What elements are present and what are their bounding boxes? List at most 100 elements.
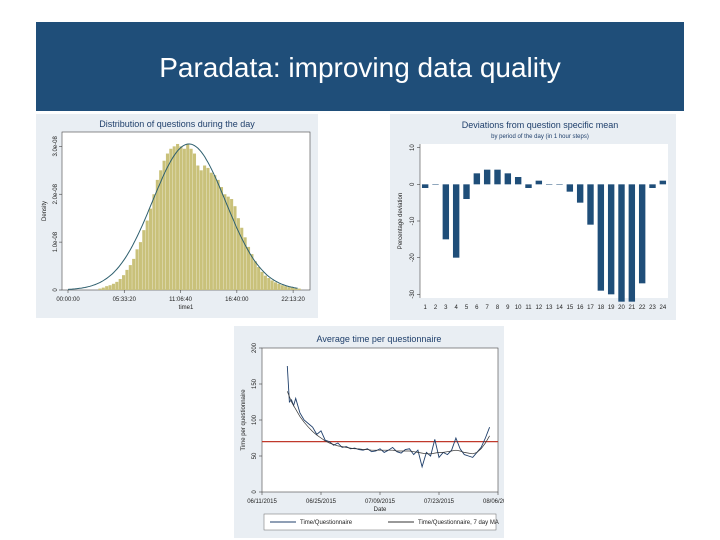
deviation-bar (597, 184, 605, 291)
x-tick-label: 06/25/2015 (306, 499, 337, 505)
deviation-bar (618, 184, 625, 302)
x-tick-label: 2 (434, 305, 438, 311)
x-tick-label: 15 (566, 305, 573, 311)
chart-panel-deviations: Deviations from question specific mean by… (390, 114, 676, 320)
x-tick-label: 6 (475, 305, 479, 311)
normal-density-curve (67, 143, 298, 290)
x-tick-label: 06/11/2015 (247, 499, 277, 505)
chart-panel-distribution: Distribution of questions during the day… (36, 114, 318, 318)
x-axis-label: Date (374, 507, 387, 513)
histogram-bar (263, 275, 267, 290)
y-tick-label: 0 (53, 288, 59, 292)
deviation-bar (463, 184, 470, 199)
histogram-bar (196, 165, 200, 290)
x-tick-label: 07/23/2015 (424, 499, 455, 505)
histogram-bar (284, 286, 288, 290)
x-tick-label: 7 (485, 305, 489, 311)
chart-title: Average time per questionnaire (317, 334, 442, 344)
x-tick-label: 12 (535, 305, 542, 311)
histogram-bar (101, 287, 105, 290)
x-tick-label: 16:40:00 (225, 297, 249, 303)
deviation-bar (452, 184, 460, 258)
histogram-bar (290, 287, 294, 290)
deviation-bar (432, 184, 439, 185)
histogram-bar (216, 179, 220, 290)
x-tick-label: 16 (577, 305, 584, 311)
histogram-bar (182, 148, 186, 290)
x-tick-label: 11 (525, 305, 532, 311)
y-axis-label: Density (42, 201, 48, 221)
chart-title: Distribution of questions during the day (99, 119, 255, 129)
histogram-bar (115, 281, 119, 290)
histogram-bar (223, 194, 227, 290)
deviation-bar (494, 169, 501, 185)
histogram-bar (165, 153, 170, 290)
histogram-bar (250, 254, 254, 290)
x-tick-label: 07/09/2015 (365, 499, 396, 505)
x-tick-label: 4 (454, 305, 458, 311)
x-tick-label: 20 (618, 305, 625, 311)
slide-title: Paradata: improving data quality (159, 52, 561, 83)
y-tick-label: -10 (410, 216, 416, 225)
histogram-bar (226, 196, 230, 290)
histogram-bar (240, 227, 244, 290)
deviation-bar (659, 180, 667, 185)
x-tick-label: 22:13:20 (281, 297, 305, 303)
deviation-bar (607, 184, 615, 295)
histogram-bar (135, 249, 139, 290)
legend-label: Time/Questionnaire, 7 day MA (418, 520, 499, 526)
deviation-bar (473, 173, 481, 185)
histogram-bar (108, 285, 112, 290)
average-time-line-chart: Average time per questionnaire 0 50 100 150 2… (241, 334, 504, 531)
histogram-bar (186, 143, 190, 290)
histogram-bar (149, 208, 153, 290)
histogram-bar (253, 261, 257, 290)
histogram-bar (233, 206, 237, 290)
histogram-chart: Distribution of questions during the day… (42, 119, 311, 311)
deviation-bar (628, 184, 636, 302)
y-tick-label: -30 (410, 289, 416, 298)
histogram-bar (125, 269, 129, 290)
y-tick-label: 3.0e-08 (53, 136, 59, 157)
plot-area (61, 131, 311, 291)
y-tick-label: 50 (252, 452, 258, 459)
y-tick-label: 10 (410, 144, 416, 151)
y-axis-label: Time per questionnaire (241, 389, 247, 451)
legend-label: Time/Questionnaire (300, 520, 353, 526)
x-tick-label: 1 (423, 305, 427, 311)
x-tick-label: 13 (546, 305, 553, 311)
histogram-bar (273, 282, 278, 290)
histogram-bar (203, 165, 207, 290)
histogram-bar (142, 230, 146, 290)
x-tick-label: 11:06:40 (169, 297, 193, 303)
histogram-bar (267, 278, 271, 290)
x-tick-label: 3 (444, 305, 448, 311)
deviation-bar (545, 184, 553, 185)
y-tick-label: 100 (252, 414, 258, 425)
chart-subtitle: by period of the day (in 1 hour steps) (491, 134, 589, 140)
x-tick-label: 10 (515, 305, 522, 311)
histogram-bar (213, 175, 217, 290)
histogram-bar (169, 148, 173, 290)
series-line-1 (286, 365, 491, 469)
plot-area (420, 144, 668, 298)
x-tick-label: 24 (659, 305, 666, 311)
x-tick-label: 22 (639, 305, 646, 311)
deviation-bar (514, 177, 522, 185)
histogram-bar (145, 220, 149, 290)
x-tick-label: 05:33:20 (113, 297, 137, 303)
histogram-bar (294, 288, 298, 290)
chart-title: Deviations from question specific mean (462, 120, 619, 130)
y-axis-label: Percentage deviation (398, 193, 404, 249)
histogram-bar (192, 153, 197, 290)
histogram-bar (280, 285, 284, 290)
histogram-bar (257, 267, 261, 290)
plot-area (261, 347, 499, 493)
histogram-bar (230, 199, 234, 290)
histogram-bar (189, 148, 193, 290)
title-banner: Paradata: improving data quality (36, 22, 684, 111)
deviation-bar (483, 169, 491, 185)
histogram-bar (105, 286, 109, 290)
x-tick-label: 5 (465, 305, 469, 311)
histogram-bar (98, 288, 102, 290)
